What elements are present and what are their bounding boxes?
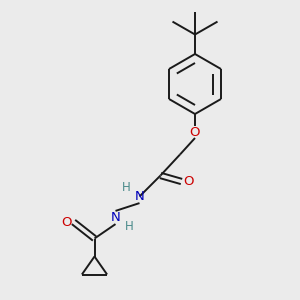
Text: O: O [190,125,200,139]
Text: N: N [135,190,144,203]
Text: O: O [183,175,194,188]
Text: H: H [122,181,130,194]
Text: N: N [111,211,120,224]
Text: H: H [124,220,134,233]
Text: O: O [62,215,72,229]
